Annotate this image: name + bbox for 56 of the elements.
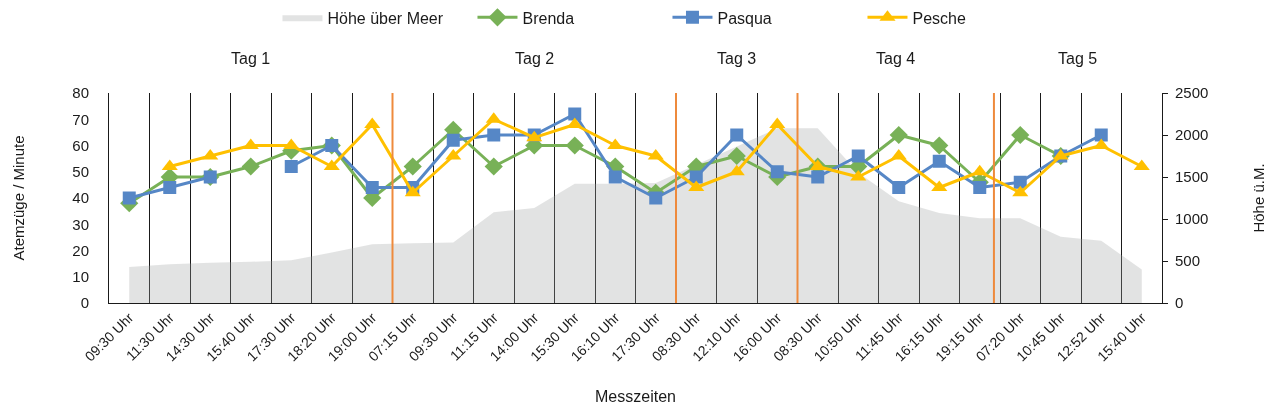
y-tick-label: 0 [80,294,89,312]
y-tick-label: 10 [72,268,89,285]
point [241,157,260,176]
point [892,181,906,194]
y2-tick-label: 0 [1175,294,1184,312]
y-tick-label: 50 [72,163,89,180]
y2-axis-title: Höhe ü.M. [1250,163,1268,233]
y-tick-label: 20 [72,241,89,259]
text: Tag 3 [717,50,757,67]
point [446,133,460,147]
point [122,191,136,205]
point [889,125,908,145]
legend-label: Brenda [522,9,575,27]
y2-tick-label: 1000 [1175,210,1209,228]
x-axis-title: Messzeiten [595,388,676,406]
point [487,128,501,142]
point [730,128,744,142]
y-tick-label: 40 [72,189,89,207]
point [971,164,988,176]
point [973,181,987,194]
point [565,136,584,155]
point [770,165,784,179]
y2-tick-label: 2500 [1175,84,1209,102]
point [568,107,582,121]
point [649,191,663,205]
point [1094,128,1108,142]
text: Tag 1 [231,50,271,67]
point [811,170,825,184]
legend-label: Pesche [912,9,966,27]
legend-label: Pasqua [717,9,772,27]
point [1012,185,1029,197]
point [484,157,503,176]
y-tick-label: 70 [72,110,89,128]
text: Tag 5 [1058,50,1098,67]
point [932,154,946,168]
point [163,181,177,194]
y-axis-title: Atemzüge / Minute [9,135,27,261]
point [1011,125,1030,145]
point [608,170,622,184]
point [403,157,422,176]
point [404,185,421,197]
point [727,146,746,166]
point [284,160,298,173]
y2-tick-label: 500 [1175,252,1201,270]
legend-label: Höhe über Meer [327,9,444,27]
y-tick-label: 80 [72,84,89,102]
text: Tag 2 [515,50,555,67]
y2-tick-label: 2000 [1175,126,1209,144]
point [930,136,949,155]
point [851,149,865,163]
y-tick-label: 60 [72,136,89,154]
y2-tick-label: 1500 [1175,168,1209,186]
text: Tag 4 [876,50,916,67]
point [365,181,379,194]
point [728,164,745,176]
y-tick-label: 30 [72,215,89,233]
